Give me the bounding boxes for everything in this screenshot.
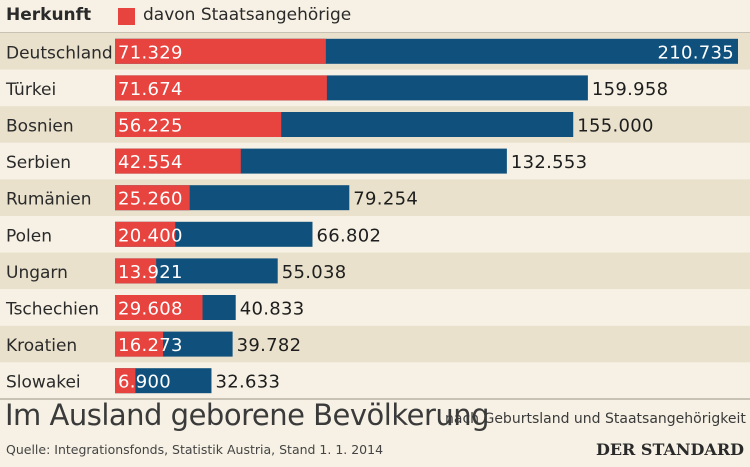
row-band-kroatien: [0, 325, 750, 363]
value-label-total-serbien: 132.553: [511, 152, 588, 173]
value-label-citizens-bosnien: 56.225: [118, 116, 183, 137]
bar-citizens-kroatien: [115, 331, 164, 357]
bar-citizens-slowakei: [115, 368, 136, 394]
bar-citizens-polen: [115, 221, 176, 247]
row-band-tschechien: [0, 289, 750, 326]
category-label-slowakei: Slowakei: [6, 373, 81, 393]
value-label-total-kroatien: 39.782: [237, 335, 302, 356]
value-label-citizens-rumänien: 25.260: [118, 189, 183, 210]
chart-title: Im Ausland geborene Bevölkerung: [5, 398, 490, 432]
bar-citizens-ungarn: [115, 258, 157, 284]
bar-chart: Deutschland 71.329 210.735 Türkei 71.674 159.…: [0, 32, 750, 400]
value-label-citizens-polen: 20.400: [118, 225, 183, 246]
row-band-slowakei: [0, 362, 750, 399]
chart-subtitle: nach Geburtsland und Staatsangehörigkeit: [445, 411, 746, 427]
bar-citizens-türkei: [115, 75, 327, 101]
value-label-citizens-slowakei: 6.900: [118, 372, 171, 393]
category-label-bosnien: Bosnien: [6, 117, 74, 137]
value-label-citizens-deutschland: 71.329: [118, 42, 183, 63]
legend-label-staatsangehoerige: davon Staatsangehörige: [143, 5, 352, 25]
value-label-total-polen: 66.802: [316, 225, 381, 246]
value-label-citizens-tschechien: 29.608: [118, 299, 183, 320]
value-label-citizens-kroatien: 16.273: [118, 335, 183, 356]
value-label-total-deutschland: 210.735: [657, 42, 734, 63]
value-label-citizens-türkei: 71.674: [118, 79, 183, 100]
category-label-tschechien: Tschechien: [5, 300, 99, 320]
bar-citizens-bosnien: [115, 112, 282, 137]
value-label-citizens-ungarn: 13.921: [118, 262, 183, 283]
category-label-türkei: Türkei: [5, 80, 56, 100]
row-band-ungarn: [0, 252, 750, 290]
category-label-kroatien: Kroatien: [6, 336, 77, 356]
column-header-herkunft: Herkunft: [6, 5, 92, 25]
bar-citizens-deutschland: [115, 38, 326, 64]
publisher-logo: DER STANDARD: [595, 440, 744, 459]
category-label-deutschland: Deutschland: [6, 43, 113, 63]
value-label-total-rumänien: 79.254: [353, 189, 418, 210]
bar-citizens-tschechien: [115, 295, 203, 320]
category-label-ungarn: Ungarn: [6, 263, 68, 283]
category-label-rumänien: Rumänien: [6, 190, 92, 210]
bar-citizens-rumänien: [115, 185, 190, 211]
value-label-citizens-serbien: 42.554: [118, 152, 183, 173]
value-label-total-bosnien: 155.000: [577, 116, 654, 137]
category-label-polen: Polen: [6, 226, 52, 246]
source-note: Quelle: Integrationsfonds, Statistik Aus…: [6, 442, 384, 457]
bar-citizens-serbien: [115, 148, 241, 174]
value-label-total-ungarn: 55.038: [282, 262, 347, 283]
legend-swatch-staatsangehoerige: [118, 8, 135, 25]
value-label-total-türkei: 159.958: [592, 79, 669, 100]
legend: Herkunft davon Staatsangehörige: [0, 0, 750, 33]
category-label-serbien: Serbien: [6, 153, 71, 173]
value-label-total-tschechien: 40.833: [240, 299, 305, 320]
value-label-total-slowakei: 32.633: [215, 372, 280, 393]
